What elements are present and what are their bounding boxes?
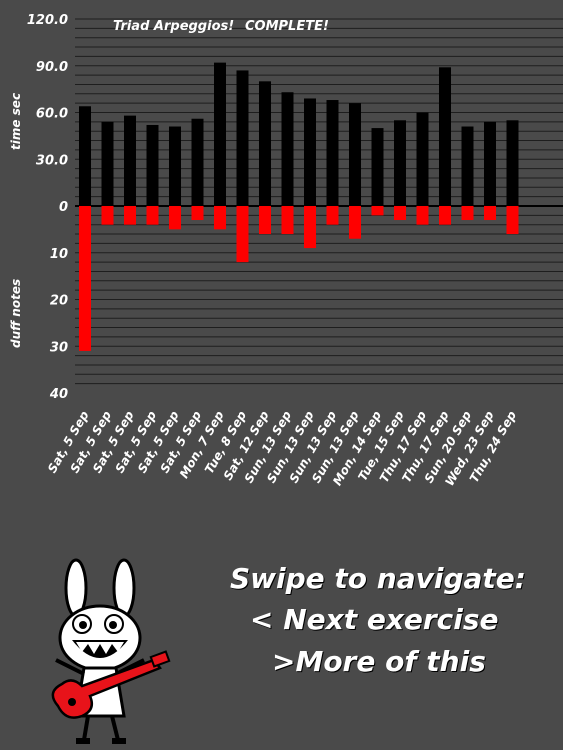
duff-notes-bar [416, 206, 429, 225]
duff-notes-bar [124, 206, 136, 225]
time-bar [371, 128, 384, 206]
time-bar [461, 126, 474, 206]
more-of-this-hint[interactable]: >More of this [272, 645, 486, 678]
y-tick-label-time: 120.0 [27, 13, 68, 28]
time-bar [416, 112, 429, 206]
duff-notes-bar [214, 206, 226, 230]
time-bar [259, 81, 271, 206]
time-bar [281, 92, 294, 206]
duff-notes-bar [191, 206, 204, 221]
time-bar [169, 126, 181, 206]
y-tick-label-duff: 40 [49, 387, 68, 402]
bar-chart: 120.0 90.0 60.0 30.0 0 10 20 30 40 Triad Arpeggi… [9, 13, 563, 402]
y-tick-label-duff: 10 [50, 247, 68, 262]
duff-notes-bar [304, 206, 316, 249]
y-axis-label-time: time sec [9, 93, 23, 150]
grid-lines [75, 18, 563, 385]
duff-notes-bar [236, 206, 249, 263]
duff-notes-bar [169, 206, 181, 230]
duff-notes-bar [259, 206, 271, 235]
y-tick-label-duff: 20 [50, 294, 68, 309]
time-bar [484, 121, 496, 206]
y-tick-label-duff: 30 [50, 340, 68, 355]
time-bar [439, 67, 451, 206]
duff-notes-bar [326, 206, 339, 225]
time-bar [506, 120, 519, 206]
duff-notes-bar [439, 206, 451, 225]
duff-notes-bar [281, 206, 294, 235]
time-bar [101, 121, 114, 206]
chart-title: Triad Arpeggios! [113, 19, 234, 34]
rabbit-guitarist-icon [51, 558, 171, 744]
time-bar [214, 62, 226, 207]
y-axis-label-duff-notes: duff notes [9, 279, 23, 348]
duff-notes-bar [506, 206, 519, 235]
duff-notes-bar [79, 206, 91, 351]
time-bar [79, 106, 91, 206]
time-bar [124, 115, 136, 206]
duff-notes-bar [101, 206, 114, 225]
duff-notes-bar [146, 206, 159, 225]
duff-notes-bar [484, 206, 496, 221]
time-bar [304, 98, 316, 206]
y-tick-label-time: 0 [59, 200, 68, 215]
duff-notes-bar [394, 206, 406, 221]
y-tick-labels: 120.0 90.0 60.0 30.0 0 10 20 30 40 [27, 13, 68, 402]
y-tick-label-time: 90.0 [36, 60, 68, 75]
time-bar [146, 124, 159, 206]
time-bar [326, 100, 339, 206]
next-exercise-hint[interactable]: < Next exercise [250, 603, 499, 636]
duff-notes-bar [371, 206, 384, 216]
duff-notes-bar [461, 206, 474, 221]
time-bar [191, 118, 204, 206]
completion-status: COMPLETE! [245, 19, 329, 34]
time-bars [79, 62, 519, 207]
duff-notes-bar [349, 206, 361, 239]
duff-notes-bars [79, 206, 519, 351]
time-bar [349, 103, 361, 206]
time-bar [236, 70, 249, 206]
time-bar [394, 120, 406, 206]
swipe-heading: Swipe to navigate: [230, 562, 526, 595]
y-tick-label-time: 30.0 [36, 153, 68, 168]
y-tick-label-time: 60.0 [36, 107, 68, 122]
